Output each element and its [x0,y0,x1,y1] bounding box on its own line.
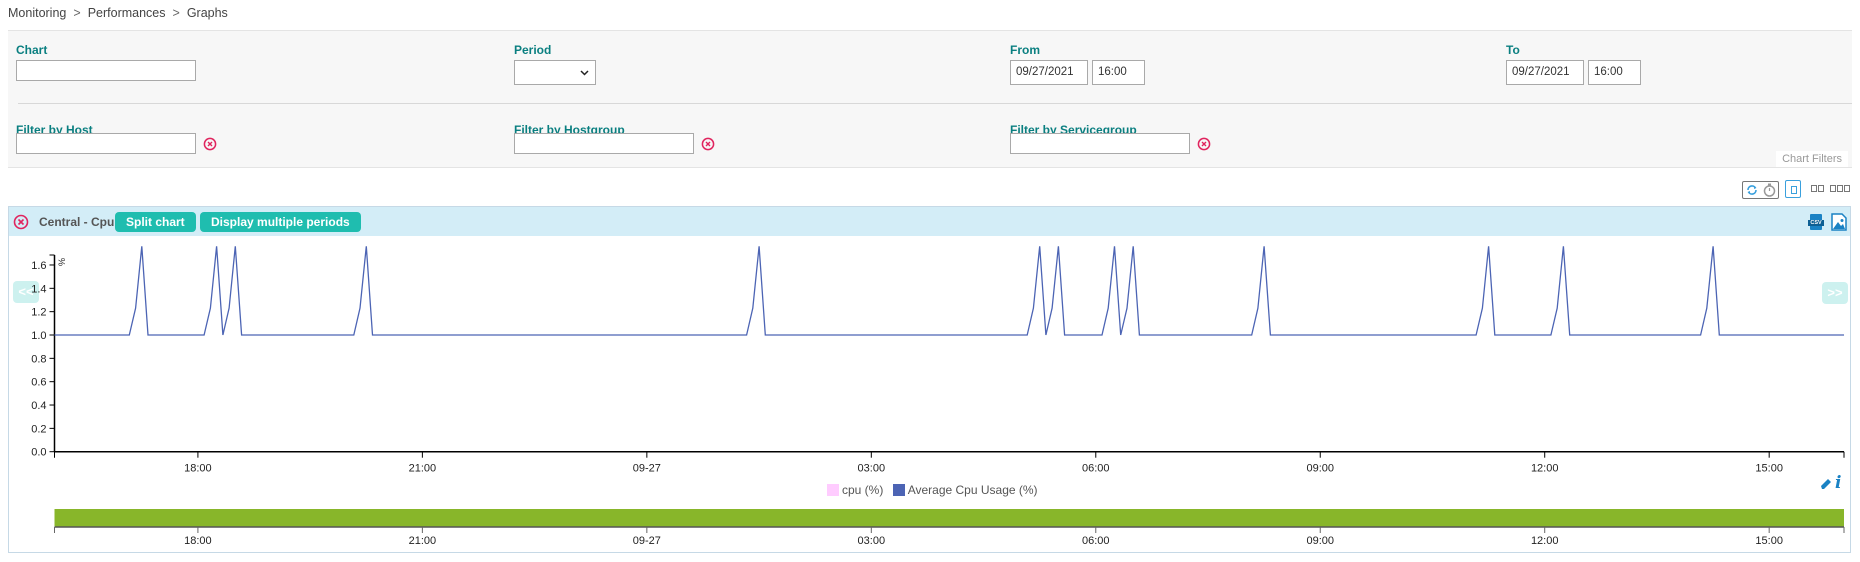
y-axis: 0.0 0.2 0.4 0.6 0.8 1.0 1.2 1.4 1.6% [31,254,67,459]
series-lines [54,246,1845,336]
x-tick-label: 06:00 [1082,463,1110,475]
y-tick-label: 0.4 [31,400,46,412]
divider [18,103,1852,104]
clear-host-icon[interactable] [203,137,217,151]
refresh-timer-group [1742,181,1779,199]
series-line-average-cpu-usage [54,246,1844,336]
navigator-tick-label: 09:00 [1306,535,1334,547]
filter-host-input[interactable] [16,133,196,154]
refresh-icon[interactable] [1746,184,1758,196]
x-tick-label: 03:00 [858,463,886,475]
navigator-bar [54,509,1844,527]
navigator-tick-label: 03:00 [858,535,886,547]
chevron-down-icon [580,70,589,76]
navigator-tick-label: 06:00 [1082,535,1110,547]
y-tick-label: 0.2 [31,423,46,435]
filter-servicegroup-input[interactable] [1010,133,1190,154]
from-date-input[interactable]: 09/27/2021 [1010,60,1088,85]
x-tick-label: 09-27 [633,463,661,475]
navigator-tick-label: 09-27 [633,535,661,547]
clear-servicegroup-icon[interactable] [1197,137,1211,151]
split-chart-button[interactable]: Split chart [115,212,196,232]
y-tick-label: 1.6 [31,260,46,272]
breadcrumb-separator: > [172,6,180,20]
layout-1-column-icon [1791,186,1797,194]
clear-hostgroup-icon[interactable] [701,137,715,151]
x-tick-label: 09:00 [1306,463,1334,475]
y-tick-label: 1.4 [31,283,46,295]
to-date-input[interactable]: 09/27/2021 [1506,60,1584,85]
chart-input[interactable] [16,60,196,81]
chart-title: Central - Cpu [39,215,115,229]
legend-item-cpu[interactable]: cpu (%) [827,483,883,497]
from-time-input[interactable]: 16:00 [1092,60,1145,85]
chart-filters-tab[interactable]: Chart Filters [1776,151,1848,167]
previous-period-button[interactable]: << [13,281,39,303]
legend-swatch [827,484,839,496]
from-label: From [1010,43,1040,57]
filter-hostgroup-input[interactable] [514,133,694,154]
y-tick-label: 1.0 [31,330,46,342]
export-image-icon[interactable] [1831,213,1847,231]
navigator-tick-label: 18:00 [184,535,212,547]
layout-1-column-button[interactable] [1785,180,1801,198]
navigator-tick-label: 21:00 [409,535,437,547]
time-navigator: 18:00 21:00 09-27 03:00 06:00 09:00 12:00 15:00 [54,509,1845,547]
next-period-button[interactable]: >> [1822,282,1848,304]
y-tick-label: 0.8 [31,353,46,365]
edit-pencil-icon[interactable] [1820,477,1832,491]
y-tick-label: 1.2 [31,307,46,319]
x-tick-label: 21:00 [409,463,437,475]
period-select[interactable] [514,60,596,85]
breadcrumb-separator: > [73,6,81,20]
breadcrumb-graphs[interactable]: Graphs [186,6,228,20]
navigator-tick-label: 15:00 [1755,535,1783,547]
x-tick-label: 15:00 [1755,463,1783,475]
export-csv-icon[interactable]: CSV [1808,214,1824,231]
x-axis: 18:00 21:00 09-27 03:00 06:00 09:00 12:00 15:00 [54,450,1845,475]
y-tick-label: 0.6 [31,377,46,389]
breadcrumb: Monitoring > Performances > Graphs [8,6,228,20]
period-label: Period [514,43,552,57]
to-label: To [1506,43,1520,57]
legend-item-average-cpu[interactable]: Average Cpu Usage (%) [892,483,1038,497]
info-icon[interactable]: i [1835,473,1842,493]
chart-header: Central - Cpu Split chart Display multip… [9,207,1850,236]
display-multiple-periods-button[interactable]: Display multiple periods [200,212,361,232]
x-tick-label: 12:00 [1531,463,1559,475]
chart-panel: Central - Cpu Split chart Display multip… [8,206,1851,553]
chart-filters-panel: Chart Period From 09/27/2021 16:00 To 09… [8,30,1852,168]
x-tick-label: 18:00 [184,463,212,475]
y-axis-unit-label: % [57,258,67,266]
to-time-input[interactable]: 16:00 [1588,60,1641,85]
chart-label: Chart [16,43,48,57]
breadcrumb-performances[interactable]: Performances [87,6,166,20]
chart-legend: cpu (%) Average Cpu Usage (%) [827,483,1038,497]
breadcrumb-monitoring[interactable]: Monitoring [8,6,67,20]
legend-swatch [892,484,905,496]
navigator-tick-label: 12:00 [1531,535,1559,547]
y-tick-label: 0.0 [31,447,46,459]
remove-chart-icon[interactable] [13,214,29,230]
timer-icon[interactable] [1763,183,1776,197]
